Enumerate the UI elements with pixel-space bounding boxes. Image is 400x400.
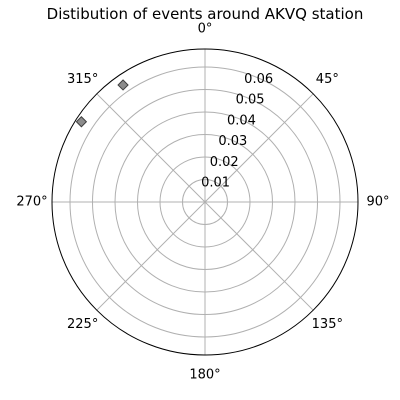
angular-gridline [97,202,205,310]
radial-tick-label: 0.02 [210,155,239,170]
angle-tick-label: 180° [189,368,220,383]
chart-title: Distibution of events around AKVQ statio… [47,5,364,23]
angle-tick-label: 135° [312,317,343,332]
angle-tick-label: 90° [366,195,389,210]
data-point [76,117,86,127]
angular-gridline [205,202,313,310]
radial-tick-label: 0.06 [244,72,273,87]
polar-grid [52,49,358,355]
angle-tick-label: 45° [316,72,339,87]
data-point [118,80,128,90]
angle-tick-label: 225° [67,317,98,332]
radial-tick-label: 0.05 [236,93,265,108]
angle-tick-label: 315° [67,72,98,87]
radial-tick-label: 0.01 [201,176,230,191]
angle-tick-label: 0° [198,22,213,37]
radial-tick-label: 0.03 [218,134,247,149]
angle-tick-label: 270° [16,195,47,210]
radial-tick-label: 0.04 [227,113,256,128]
angular-gridline [97,94,205,202]
